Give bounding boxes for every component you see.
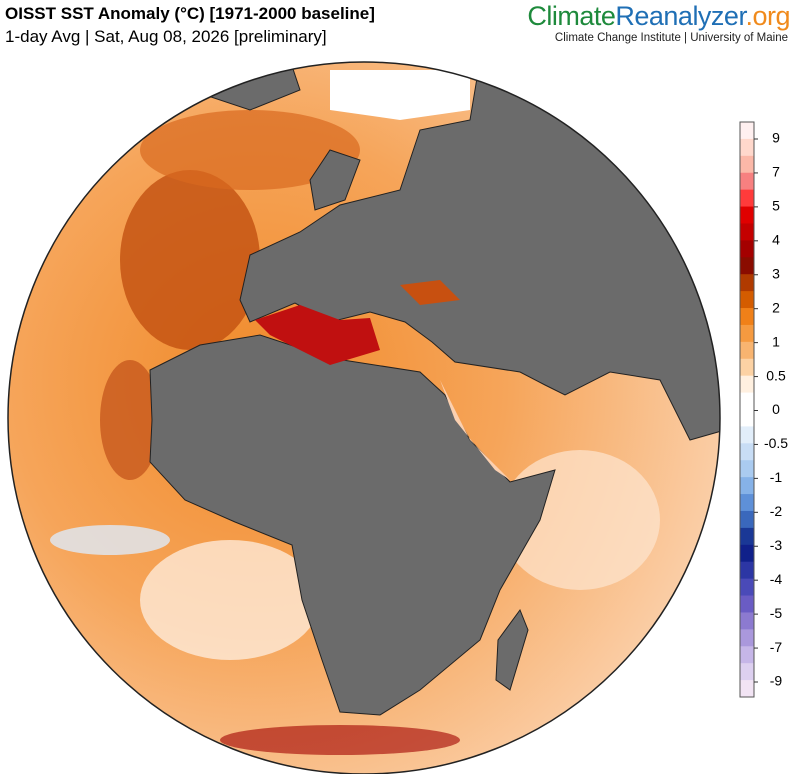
colorbar-swatch [740,612,754,630]
colorbar-swatch [740,646,754,664]
colorbar-swatch [740,172,754,191]
colorbar-swatch [740,629,754,647]
colorbar-swatch [740,240,754,258]
colorbar-tick-label: -5 [770,605,783,621]
globe [8,62,720,774]
colorbar-swatch [740,527,754,546]
colorbar-tick-label: -9 [770,673,783,689]
colorbar-tick-label: -3 [770,537,783,553]
brand-link[interactable]: ClimateReanalyzer.org [527,1,790,32]
colorbar-tick-label: -7 [770,639,783,655]
colorbar-swatch [740,358,754,377]
colorbar-tick-label: -1 [770,469,783,485]
colorbar-swatch [740,561,754,580]
colorbar-swatch [740,510,754,529]
colorbar-swatch [740,544,754,563]
colorbar-tick-label: 1 [772,333,780,349]
colorbar-tick-label: -2 [770,503,783,519]
colorbar-swatch [740,138,754,157]
colorbar: 9 7 5 4 3 2 1 0.5 0 -0.5 -1 -2 -3 -4 -5 -7 -9 [739,121,788,698]
colorbar-swatch [740,324,754,343]
colorbar-tick-label: 9 [772,130,780,146]
colorbar-swatch [740,308,754,326]
colorbar-tick-label: 3 [772,265,780,281]
colorbar-tick-label: -0.5 [764,435,788,451]
colorbar-swatch [740,375,754,394]
colorbar-swatch [740,409,754,427]
colorbar-swatch [740,274,754,292]
colorbar-swatch [740,257,754,275]
colorbar-swatch [740,155,754,174]
credit: Climate Change Institute | University of… [554,32,788,44]
colorbar-swatch [740,595,754,613]
colorbar-swatch [740,341,754,360]
colorbar-tick-label: 4 [772,232,780,248]
colorbar-tick-label: 0 [772,401,780,417]
colorbar-tick-label: -4 [770,571,783,587]
colorbar-tick-label: 0.5 [766,367,786,383]
colorbar-swatch [740,189,754,208]
colorbar-swatch [740,578,754,597]
colorbar-tick-label: 5 [772,198,780,214]
brand-part: Reanalyzer [615,1,746,31]
title: OISST SST Anomaly (°C) [1971-2000 baseli… [5,4,375,23]
brand-part: .org [745,1,790,31]
colorbar-swatch [740,443,754,461]
colorbar-swatch [740,392,754,410]
colorbar-swatch [740,477,754,495]
colorbar-frame [739,121,755,698]
colorbar-tick-label: 2 [772,299,780,315]
colorbar-tick-label: 7 [772,164,780,180]
colorbar-swatch [740,223,754,241]
colorbar-swatch [740,122,754,140]
subtitle: 1-day Avg | Sat, Aug 08, 2026 [prelimina… [5,27,327,46]
colorbar-swatch [740,206,754,224]
colorbar-swatch [740,460,754,478]
colorbar-swatch [740,291,754,309]
colorbar-swatch [740,426,754,444]
colorbar-swatch [740,680,754,698]
colorbar-swatch [740,663,754,681]
colorbar-swatch [740,494,754,512]
brand-part: Climate [527,1,616,31]
